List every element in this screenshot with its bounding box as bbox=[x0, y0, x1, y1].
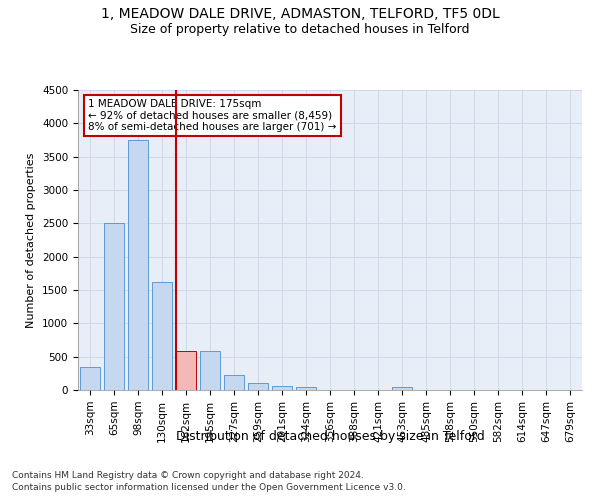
Bar bbox=[200, 352, 220, 390]
Bar bbox=[128, 140, 148, 390]
Bar bbox=[176, 352, 196, 390]
Bar bbox=[392, 386, 412, 390]
Text: Contains public sector information licensed under the Open Government Licence v3: Contains public sector information licen… bbox=[12, 484, 406, 492]
Text: 1 MEADOW DALE DRIVE: 175sqm
← 92% of detached houses are smaller (8,459)
8% of s: 1 MEADOW DALE DRIVE: 175sqm ← 92% of det… bbox=[88, 99, 337, 132]
Bar bbox=[152, 282, 172, 390]
Bar bbox=[248, 384, 268, 390]
Bar bbox=[80, 366, 100, 390]
Text: 1, MEADOW DALE DRIVE, ADMASTON, TELFORD, TF5 0DL: 1, MEADOW DALE DRIVE, ADMASTON, TELFORD,… bbox=[101, 8, 499, 22]
Bar bbox=[296, 386, 316, 390]
Text: Distribution of detached houses by size in Telford: Distribution of detached houses by size … bbox=[176, 430, 484, 443]
Bar bbox=[104, 224, 124, 390]
Text: Size of property relative to detached houses in Telford: Size of property relative to detached ho… bbox=[130, 22, 470, 36]
Bar bbox=[272, 386, 292, 390]
Bar bbox=[224, 374, 244, 390]
Y-axis label: Number of detached properties: Number of detached properties bbox=[26, 152, 37, 328]
Text: Contains HM Land Registry data © Crown copyright and database right 2024.: Contains HM Land Registry data © Crown c… bbox=[12, 471, 364, 480]
